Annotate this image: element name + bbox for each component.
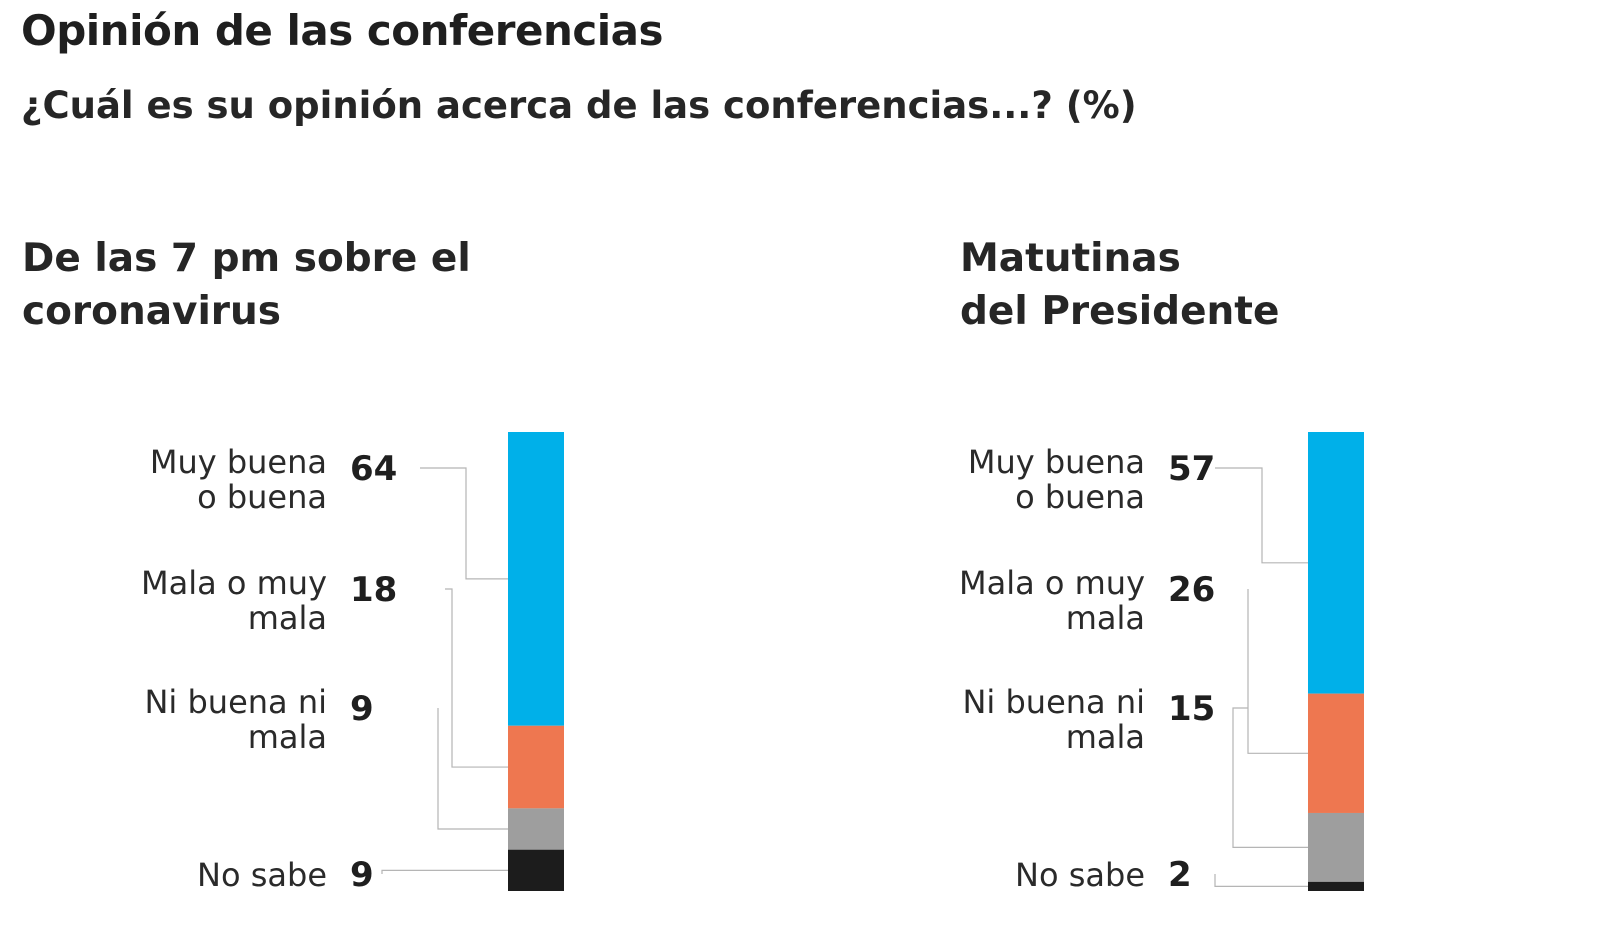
value-label: 57 xyxy=(1168,449,1215,489)
panel-title-line: coronavirus xyxy=(22,289,282,334)
panel-title-line: Matutinas xyxy=(960,236,1181,281)
category-label: mala xyxy=(1066,599,1145,637)
category-label: mala xyxy=(248,718,327,756)
category-label: Mala o muy xyxy=(141,564,327,602)
leader-line xyxy=(437,708,508,830)
category-label: Mala o muy xyxy=(959,564,1145,602)
leader-line xyxy=(1232,707,1308,848)
bar-segment xyxy=(1308,881,1364,891)
chart-subtitle: ¿Cuál es su opinión acerca de las confer… xyxy=(21,84,1137,127)
panel-title-line: del Presidente xyxy=(960,289,1280,334)
category-label: Muy buena xyxy=(150,443,327,481)
value-label: 18 xyxy=(350,570,397,610)
bar-segment xyxy=(508,849,564,891)
value-label: 15 xyxy=(1168,689,1215,729)
bar-segment xyxy=(508,725,564,809)
category-label: No sabe xyxy=(197,856,327,894)
category-label: o buena xyxy=(197,478,327,516)
bar-segment xyxy=(508,808,564,850)
leader-line xyxy=(420,467,508,580)
category-label: mala xyxy=(1066,718,1145,756)
category-label: mala xyxy=(248,599,327,637)
category-label: Ni buena ni xyxy=(144,683,327,721)
leader-line xyxy=(445,588,508,768)
value-label: 64 xyxy=(350,449,397,489)
leader-line xyxy=(1214,874,1308,888)
category-label: o buena xyxy=(1015,478,1145,516)
value-label: 2 xyxy=(1168,855,1192,895)
leader-line xyxy=(1247,589,1308,754)
bar-segment xyxy=(1308,432,1364,694)
category-label: No sabe xyxy=(1015,856,1145,894)
panel-title-7pm: De las 7 pm sobre el coronavirus xyxy=(22,232,471,338)
value-label: 26 xyxy=(1168,570,1215,610)
leader-line xyxy=(381,869,508,874)
category-label: Muy buena xyxy=(968,443,1145,481)
panel-title-matutinas: Matutinas del Presidente xyxy=(960,232,1279,338)
chart-title: Opinión de las conferencias xyxy=(21,6,664,55)
bar-segment xyxy=(508,432,564,726)
category-label: Ni buena ni xyxy=(962,683,1145,721)
leader-line xyxy=(1215,467,1308,564)
panel-title-line: De las 7 pm sobre el xyxy=(22,236,471,281)
value-label: 9 xyxy=(350,689,374,729)
value-label: 9 xyxy=(350,855,374,895)
bar-segment xyxy=(1308,693,1364,813)
bar-segment xyxy=(1308,812,1364,882)
